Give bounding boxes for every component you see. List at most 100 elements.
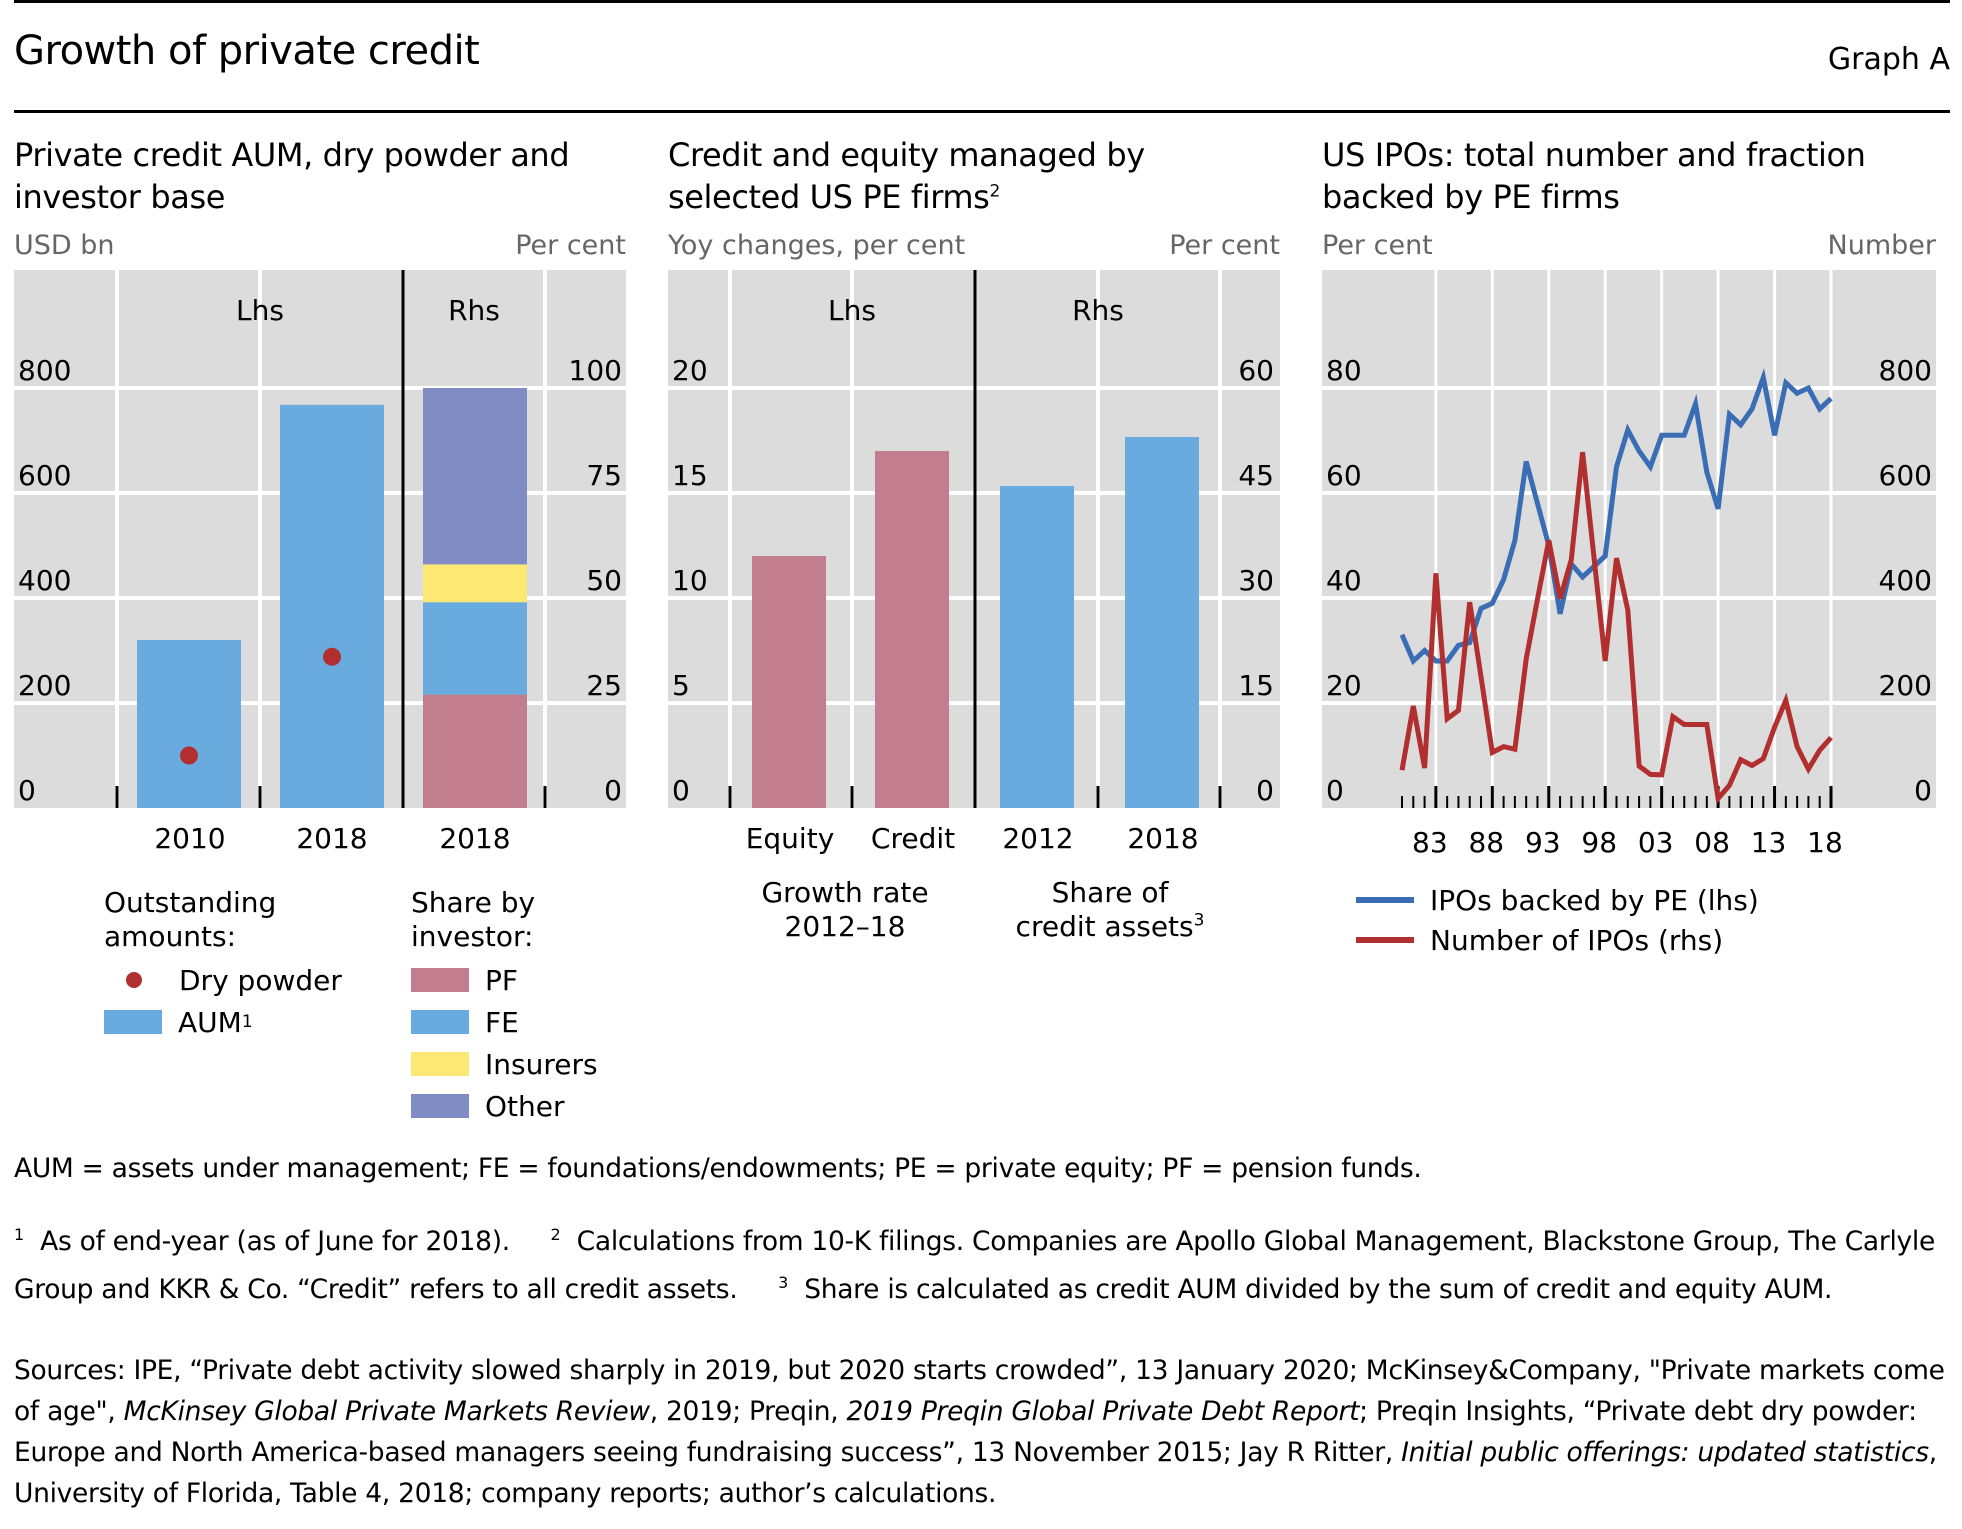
y-tick-label-right: 800	[1879, 354, 1932, 387]
panel2-group-label-growth: Growth rate 2012–18	[720, 876, 970, 944]
footnote-ref: 3	[1193, 910, 1205, 931]
aum-bar	[137, 640, 241, 808]
legend-insurers: Insurers	[411, 1044, 598, 1084]
x-tick-label: 08	[1694, 826, 1730, 859]
y-tick-label-left: 800	[18, 354, 71, 387]
x-tick-label: 13	[1751, 826, 1787, 859]
abbreviations-note: AUM = assets under management; FE = foun…	[14, 1153, 1422, 1184]
panel3-unit-right: Number	[1827, 230, 1936, 261]
ipo-number-line	[1399, 451, 1833, 805]
panel1-title-line1: Private credit AUM, dry powder and	[14, 136, 570, 174]
fe-swatch-icon	[411, 1010, 469, 1034]
dry-powder-dot	[323, 647, 341, 666]
y-tick-label-right: 50	[586, 564, 622, 597]
share-bar	[1000, 486, 1074, 808]
legend-pf-label: PF	[485, 963, 518, 997]
sources-title: Initial public offerings: updated statis…	[1401, 1437, 1929, 1468]
sources-text: ; Preqin Insights, “Private debt dry pow…	[14, 1396, 1917, 1468]
legend2-heading-line1: Share by	[411, 886, 536, 919]
panel1-unit-right: Per cent	[515, 230, 626, 261]
panel2-chart: Lhs Rhs 0 5 10 15 20 0 15 30 45 60	[668, 270, 1280, 808]
legend-insurers-label: Insurers	[485, 1047, 598, 1081]
pf-segment	[423, 694, 527, 808]
panel3-unit-left: Per cent	[1322, 230, 1433, 261]
sources-note: Sources: IPE, “Private debt activity slo…	[14, 1350, 1950, 1514]
sources-text: , University of Florida, Table 4, 2018; …	[14, 1437, 1937, 1509]
insurers-swatch-icon	[411, 1052, 469, 1076]
dry-powder-marker-icon	[126, 972, 142, 988]
panel3-title-line2: backed by PE firms	[1322, 178, 1620, 216]
other-segment	[423, 388, 527, 565]
panel2-unit-right: Per cent	[1169, 230, 1280, 261]
panel2-group-label-share: Share of credit assets3	[985, 876, 1235, 944]
share-label-line2-text: credit assets	[1015, 910, 1194, 943]
legend-aum-label: AUM	[178, 1005, 242, 1039]
panel2-category: Equity	[745, 822, 835, 855]
y-tick-label-left: 80	[1326, 354, 1362, 387]
panel1-category: 2018	[439, 822, 511, 855]
y-tick-label-left: 200	[18, 669, 71, 702]
y-tick-label-right: 600	[1879, 459, 1932, 492]
x-tick-label: 83	[1412, 826, 1448, 859]
panel2-title-line1: Credit and equity managed by	[668, 136, 1145, 174]
panel3-title-line1: US IPOs: total number and fraction	[1322, 136, 1866, 174]
y-tick-label-left: 0	[1326, 774, 1344, 807]
y-tick-label-right: 30	[1238, 564, 1274, 597]
panel1-chart: Lhs Rhs 0 200 400 600 800 0 25 50 75 100	[14, 270, 626, 808]
legend-fe-label: FE	[485, 1005, 519, 1039]
panel1-title-line2: investor base	[14, 178, 226, 216]
share-bar	[1125, 437, 1199, 808]
growth-bar	[875, 451, 949, 808]
panel2-category: Credit	[870, 822, 956, 855]
rhs-marker: Rhs	[1072, 294, 1124, 327]
growth-label-line1: Growth rate	[761, 876, 929, 909]
other-swatch-icon	[411, 1094, 469, 1118]
footnote-3: Share is calculated as credit AUM divide…	[804, 1273, 1833, 1305]
top-rule	[14, 0, 1950, 3]
legend1-heading-line1: Outstanding	[104, 886, 277, 919]
footnote-number: 1	[14, 1225, 24, 1244]
legend-fe: FE	[411, 1002, 519, 1042]
y-tick-label-right: 45	[1238, 459, 1274, 492]
header-rule	[14, 110, 1950, 113]
lhs-marker: Lhs	[828, 294, 876, 327]
insurers-segment	[423, 564, 527, 603]
x-tick-label: 98	[1581, 826, 1617, 859]
footnote-number: 3	[778, 1272, 788, 1292]
sources-text: Sources: IPE, “Private debt activity slo…	[14, 1355, 1945, 1427]
legend2-heading: Share by investor:	[411, 886, 535, 954]
footnote-ref: 2	[989, 181, 1000, 202]
y-tick-label-right: 0	[1914, 774, 1932, 807]
y-tick-label-left: 15	[672, 459, 708, 492]
y-tick-label-left: 20	[1326, 669, 1362, 702]
aum-swatch-icon	[104, 1010, 162, 1034]
fe-segment	[423, 602, 527, 695]
pf-swatch-icon	[411, 968, 469, 992]
sources-text: , 2019; Preqin,	[649, 1396, 847, 1427]
share-label-line1: Share of	[1051, 876, 1169, 909]
growth-label-line2: 2012–18	[784, 910, 906, 943]
panel1-title: Private credit AUM, dry powder and inves…	[14, 134, 634, 218]
footnote-number: 2	[550, 1225, 561, 1244]
legend-dry-powder-label: Dry powder	[179, 963, 342, 997]
panel3-title: US IPOs: total number and fraction backe…	[1322, 134, 1942, 218]
y-tick-label-right: 75	[586, 459, 622, 492]
y-tick-label-right: 100	[569, 354, 622, 387]
blue-line-swatch-icon	[1356, 897, 1414, 903]
y-tick-label-right: 0	[604, 774, 622, 807]
x-tick-label: 03	[1638, 826, 1674, 859]
y-tick-label-left: 0	[672, 774, 690, 807]
y-tick-label-left: 5	[672, 669, 690, 702]
lhs-marker: Lhs	[236, 294, 284, 327]
growth-bar	[752, 556, 826, 808]
legend-ipo-num: Number of IPOs (rhs)	[1356, 920, 1723, 960]
legend1-heading: Outstanding amounts:	[104, 886, 276, 954]
graph-label: Graph A	[1827, 42, 1950, 77]
red-line-swatch-icon	[1356, 937, 1414, 943]
y-tick-label-left: 20	[672, 354, 708, 387]
footnotes: 1 As of end-year (as of June for 2018). …	[14, 1214, 1950, 1310]
panel1-unit-left: USD bn	[14, 230, 115, 261]
y-tick-label-right: 200	[1879, 669, 1932, 702]
legend-pf: PF	[411, 960, 518, 1000]
